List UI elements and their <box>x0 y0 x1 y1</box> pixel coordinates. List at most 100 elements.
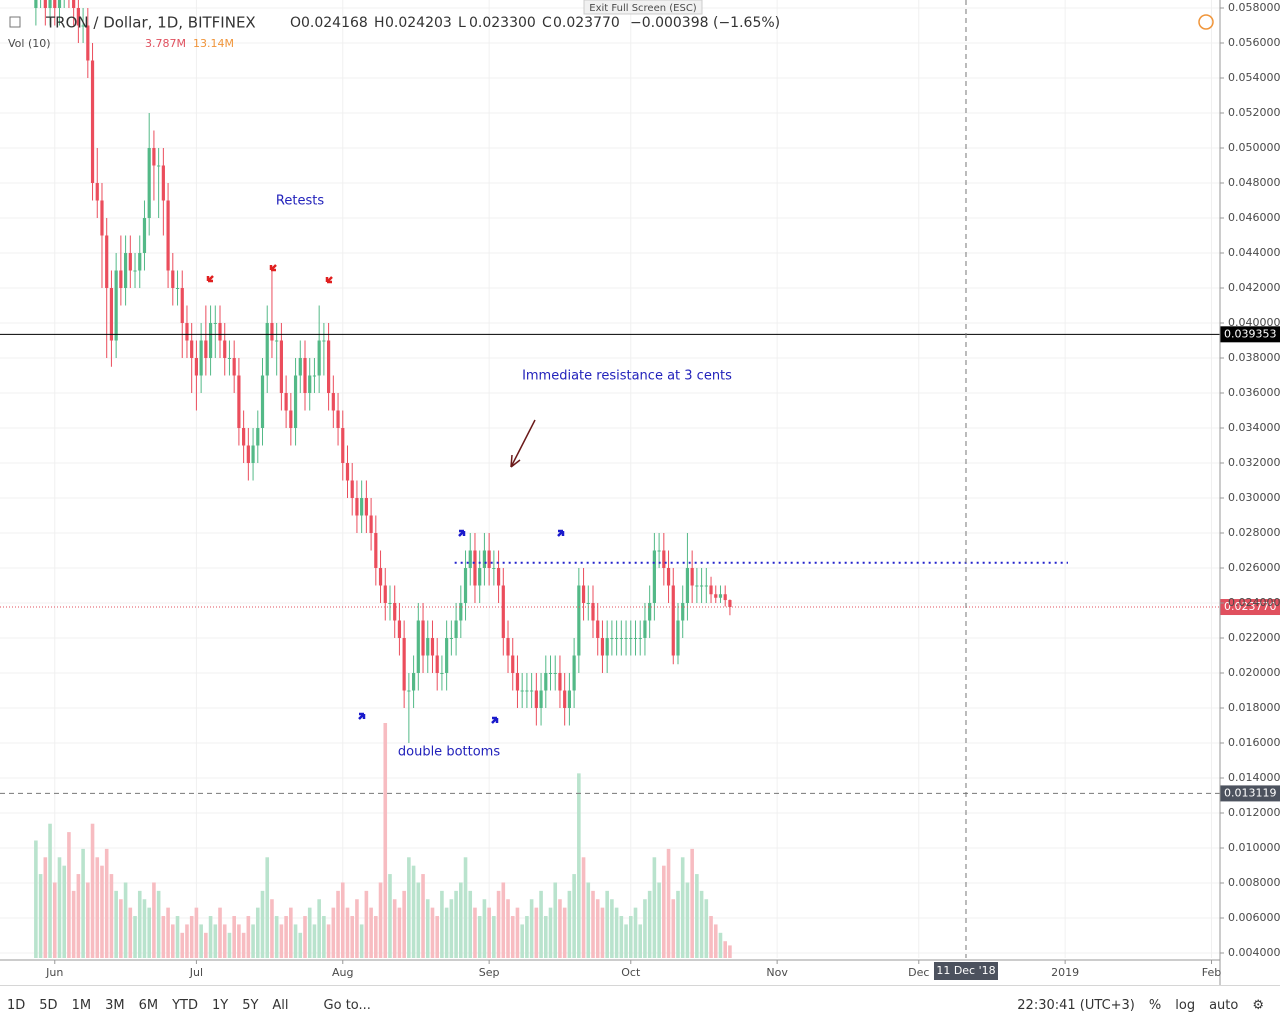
volume-bar <box>676 890 680 958</box>
candle-body <box>293 375 298 428</box>
volume-bar <box>671 899 676 958</box>
arrow <box>510 419 536 468</box>
candle-body <box>53 0 57 8</box>
x-tick-label: Jul <box>189 966 203 979</box>
candle-body <box>142 217 147 253</box>
candle-body <box>454 620 458 638</box>
candle-body <box>511 655 515 673</box>
candle-body <box>360 497 364 516</box>
candle-body <box>416 620 420 673</box>
candle-body <box>530 690 534 692</box>
volume-bar <box>383 723 388 958</box>
candle-body <box>388 602 392 604</box>
volume-bar <box>199 924 203 958</box>
candle-body <box>699 585 704 587</box>
volume-bar <box>246 916 251 958</box>
candle-body <box>369 515 373 533</box>
y-tick-label: 0.020000 <box>1228 666 1280 679</box>
exit-button[interactable] <box>583 0 703 15</box>
candle-body <box>114 270 118 341</box>
candle-body <box>152 147 156 166</box>
candle-body <box>648 602 652 621</box>
candle-body <box>185 322 189 341</box>
volume-bar <box>128 907 133 958</box>
candle-body <box>662 550 666 568</box>
collapse-icon[interactable] <box>9 16 21 28</box>
range-button[interactable]: 3M <box>105 998 125 1013</box>
candle-body <box>279 340 283 393</box>
y-tick-label: 0.022000 <box>1228 631 1280 644</box>
candle-body <box>496 567 501 586</box>
range-button[interactable]: YTD <box>172 998 198 1013</box>
volume-bar <box>227 932 232 958</box>
candle-body <box>638 637 642 639</box>
candle-body <box>57 0 62 8</box>
volume-bar <box>591 890 595 958</box>
goto[interactable]: Go to... <box>323 998 371 1013</box>
candle-body <box>534 690 538 708</box>
candle-body <box>265 322 269 376</box>
candle-body <box>657 550 661 552</box>
volume-bar <box>213 924 218 958</box>
crosshair-x-bg <box>933 962 998 980</box>
range-button[interactable]: 1Y <box>211 998 229 1013</box>
volume-bar <box>359 924 364 958</box>
readout-key: L <box>458 15 466 31</box>
range-button[interactable]: 1M <box>71 998 92 1013</box>
candle-body <box>610 637 614 639</box>
candle-body <box>515 672 520 691</box>
candle-body <box>506 637 510 656</box>
volume-bar <box>81 848 85 958</box>
volume-bar <box>298 932 303 958</box>
log-toggle[interactable]: log <box>1175 998 1196 1013</box>
candle-body <box>123 252 128 288</box>
volume-bar <box>614 907 619 958</box>
range-button[interactable]: 5Y <box>242 998 259 1013</box>
percent-toggle[interactable]: % <box>1148 998 1162 1013</box>
candle-body <box>270 322 274 341</box>
candle-body <box>284 392 288 411</box>
candle-body <box>48 0 52 8</box>
volume-bar <box>331 907 336 958</box>
volume-bar <box>680 857 685 958</box>
last-price-bg <box>1220 599 1280 616</box>
candle-body <box>430 637 435 656</box>
candle-body <box>728 600 732 608</box>
volume-bar <box>270 899 274 958</box>
y-tick-label: 0.004000 <box>1228 946 1280 959</box>
volume-bar <box>322 916 326 958</box>
y-tick-label: 0.018000 <box>1228 701 1280 714</box>
volume-bar <box>709 916 713 958</box>
auto-toggle[interactable]: auto <box>1209 998 1239 1013</box>
candle-body <box>577 585 581 656</box>
candle-body <box>411 672 416 691</box>
candle-body <box>629 637 633 639</box>
candle-body <box>600 637 605 656</box>
candle-body <box>624 637 628 639</box>
exit-fullscreen[interactable]: Exit Full Screen (ESC) <box>589 3 697 14</box>
volume-bar <box>180 932 185 958</box>
range-button[interactable]: All <box>272 998 289 1013</box>
candle-body <box>204 340 208 358</box>
range-button[interactable]: 1D <box>7 998 26 1013</box>
volume-bar <box>506 899 510 958</box>
y-tick-label: 0.048000 <box>1228 176 1280 189</box>
y-tick-label: 0.016000 <box>1228 736 1280 749</box>
volume-bar <box>525 916 529 958</box>
volume-bar <box>185 924 189 958</box>
symbol: TRON / Dollar, 1D, BITFINEX <box>45 14 256 32</box>
settings-icon[interactable]: ⚙ <box>1252 998 1264 1013</box>
volume-bar <box>421 874 425 958</box>
y-tick-label: 0.050000 <box>1228 141 1280 154</box>
candle-body <box>308 375 312 393</box>
volume-bar <box>553 882 558 958</box>
candle-body <box>619 637 623 639</box>
candle-body <box>237 375 241 428</box>
readout-value: 0.023770 <box>553 15 620 31</box>
alert-icon[interactable] <box>1198 14 1214 30</box>
volume-bar <box>595 899 600 958</box>
range-button[interactable]: 5D <box>39 998 58 1013</box>
volume-bar <box>104 848 109 958</box>
range-button[interactable]: 6M <box>138 998 159 1013</box>
y-tick-label: 0.040000 <box>1228 316 1280 329</box>
